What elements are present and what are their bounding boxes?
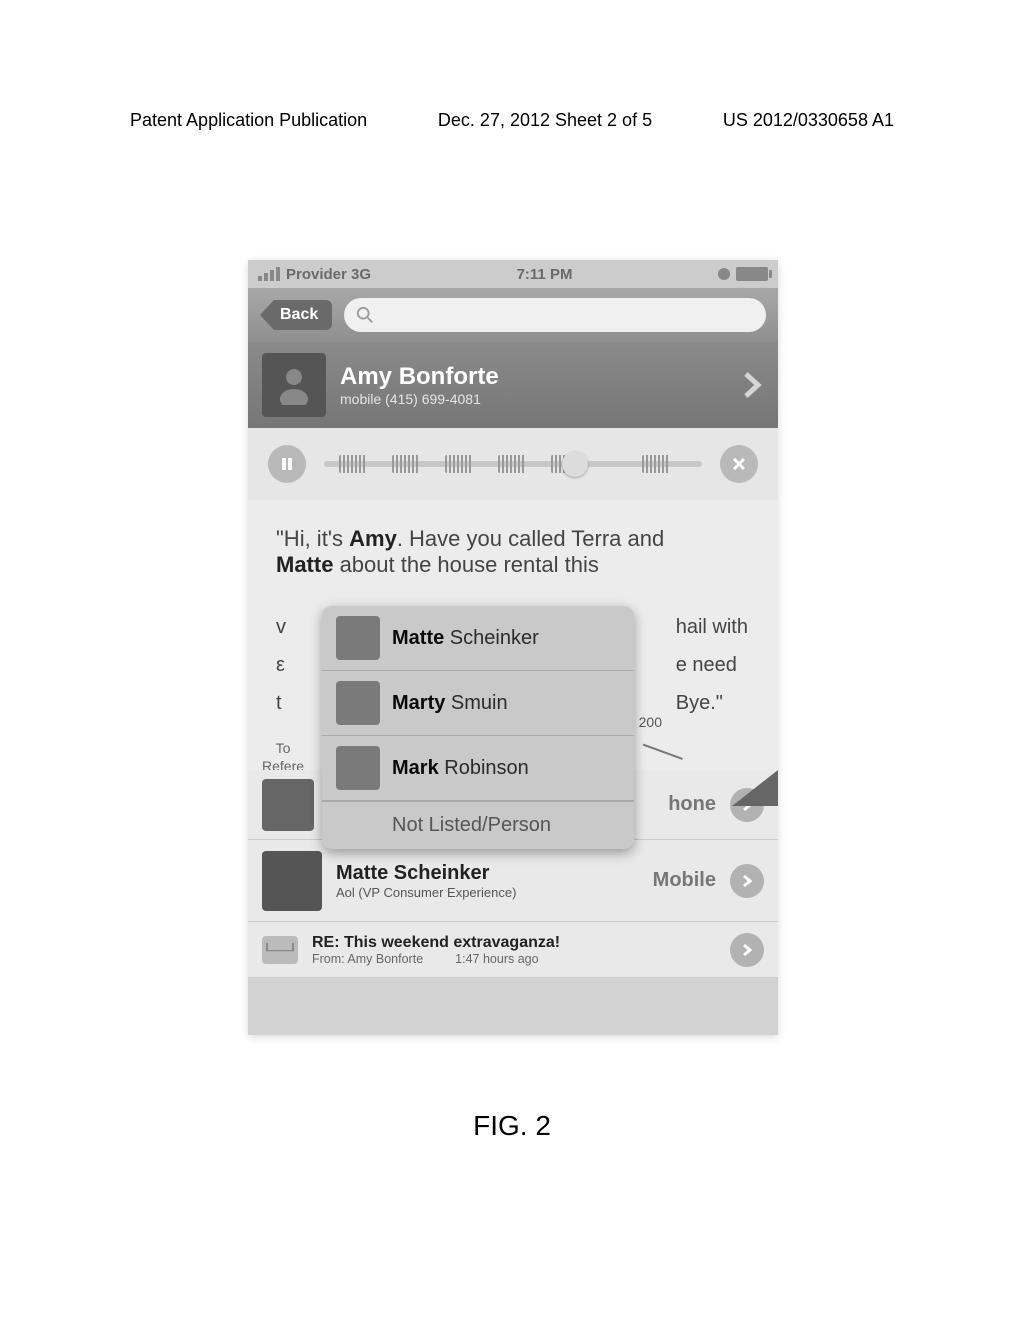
delete-button[interactable]	[720, 445, 758, 483]
audio-scrubber	[248, 428, 778, 500]
search-input[interactable]	[344, 298, 766, 332]
suggestion-row[interactable]: Matte Scheinker	[322, 606, 634, 671]
not-listed-option[interactable]: Not Listed/Person	[322, 801, 634, 849]
page-header: Patent Application Publication Dec. 27, …	[0, 0, 1024, 131]
contact-header[interactable]: Amy Bonforte mobile (415) 699-4081	[248, 342, 778, 428]
row-label: hone	[668, 793, 716, 816]
email-icon	[262, 936, 298, 964]
avatar	[336, 616, 380, 660]
scrub-track[interactable]	[324, 447, 702, 481]
contact-avatar	[262, 851, 322, 911]
transcript-fragment-left: v ε t	[276, 608, 286, 722]
voicemail-transcript: "Hi, it's Amy. Have you called Terra and…	[248, 500, 778, 770]
page-header-left: Patent Application Publication	[130, 110, 367, 131]
suggestion-row[interactable]: Marty Smuin	[322, 671, 634, 736]
search-icon	[356, 306, 374, 324]
figure-label: FIG. 2	[0, 1110, 1024, 1142]
avatar	[262, 779, 314, 831]
reference-numeral: 200	[639, 714, 662, 730]
battery-icon	[736, 267, 768, 281]
disclosure-button[interactable]	[730, 933, 764, 967]
contact-subtitle: Aol (VP Consumer Experience)	[336, 885, 516, 900]
contact-name: Matte Scheinker	[336, 862, 516, 885]
email-subject: RE: This weekend extravaganza!	[312, 934, 716, 952]
avatar	[336, 746, 380, 790]
page-header-center: Dec. 27, 2012 Sheet 2 of 5	[438, 110, 652, 131]
contact-row[interactable]: Matte Scheinker Aol (VP Consumer Experie…	[248, 840, 778, 922]
contact-name: Amy Bonforte	[340, 363, 499, 391]
email-time: 1:47 hours ago	[455, 952, 538, 966]
avatar	[336, 681, 380, 725]
status-bar: Provider 3G 7:11 PM	[248, 260, 778, 288]
contact-avatar	[262, 353, 326, 417]
contact-phone: mobile (415) 699-4081	[340, 391, 499, 407]
signal-strength-icon	[258, 267, 280, 281]
email-from: From: Amy Bonforte	[312, 952, 423, 966]
email-row[interactable]: RE: This weekend extravaganza! From: Amy…	[248, 922, 778, 978]
nav-bar: Back	[248, 288, 778, 342]
pause-button[interactable]	[268, 445, 306, 483]
callout-line	[643, 737, 686, 760]
disclosure-button[interactable]	[730, 864, 764, 898]
transcript-fragment-right: hail with e need Bye."	[676, 608, 748, 722]
phone-screenshot: Provider 3G 7:11 PM Back Amy Bonforte mo…	[248, 260, 778, 1035]
contact-suggestion-popover: Matte Scheinker Marty Smuin Mark Robinso…	[322, 606, 634, 849]
loading-icon	[718, 268, 730, 280]
page-header-right: US 2012/0330658 A1	[723, 110, 894, 131]
suggestion-row[interactable]: Mark Robinson	[322, 736, 634, 801]
phone-type-label: Mobile	[653, 869, 716, 892]
scrub-thumb[interactable]	[562, 451, 588, 477]
back-button[interactable]: Back	[260, 300, 332, 330]
carrier-label: Provider 3G	[286, 266, 371, 283]
status-time: 7:11 PM	[517, 266, 573, 283]
resize-handle-icon	[732, 770, 778, 806]
chevron-right-icon	[742, 370, 764, 400]
